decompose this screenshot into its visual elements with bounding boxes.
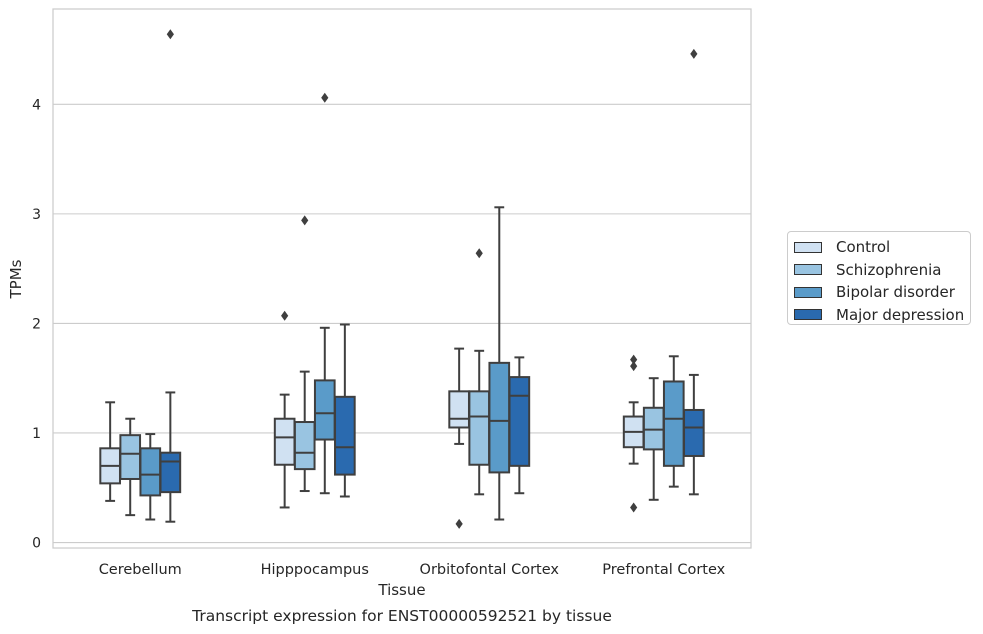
box-control xyxy=(622,401,645,465)
legend-item: Schizophrenia xyxy=(794,259,970,282)
outlier-point xyxy=(281,310,289,321)
chart-title: Transcript expression for ENST0000059252… xyxy=(191,607,612,625)
box-bipolar-disorder xyxy=(662,355,685,488)
legend-label: Major depression xyxy=(836,305,965,324)
outlier-point xyxy=(630,361,638,372)
box-schizophrenia xyxy=(468,349,491,496)
legend-swatch xyxy=(794,264,822,276)
legend-label: Control xyxy=(836,238,891,257)
box-control xyxy=(99,401,121,502)
box-iqr xyxy=(508,376,531,467)
outlier-point xyxy=(321,92,329,103)
y-tick-labels: 0 1 2 3 4 xyxy=(32,97,41,551)
outlier-point xyxy=(690,48,698,59)
box-iqr xyxy=(313,379,336,441)
box-schizophrenia xyxy=(119,417,142,517)
x-tick-labels: Cerebellum Hipppocampus Orbitofontal Corte… xyxy=(99,562,726,578)
y-tick-label: 0 xyxy=(32,536,41,552)
legend-swatch xyxy=(794,309,822,321)
y-tick-label: 4 xyxy=(32,97,41,113)
outlier-point xyxy=(630,354,638,365)
outlier-point xyxy=(630,502,638,513)
box-schizophrenia xyxy=(293,370,316,493)
box-iqr xyxy=(334,395,356,476)
box-major-depression xyxy=(159,391,182,523)
legend-label: Bipolar disorder xyxy=(836,283,955,302)
x-tick-label: Cerebellum xyxy=(99,562,182,578)
y-tick-label: 3 xyxy=(32,207,41,223)
box-major-depression xyxy=(683,373,705,496)
y-tick-label: 2 xyxy=(32,316,41,332)
box-control xyxy=(448,347,470,445)
y-axis-label: TPMs xyxy=(7,259,25,299)
x-axis-label: Tissue xyxy=(377,581,425,599)
legend-swatch xyxy=(794,241,822,253)
x-tick-label: Orbitofontal Cortex xyxy=(420,562,560,578)
outliers xyxy=(166,29,698,529)
box-schizophrenia xyxy=(642,377,665,501)
boxes xyxy=(99,206,705,523)
legend-swatch xyxy=(794,286,822,298)
box-iqr xyxy=(159,451,182,494)
box-iqr xyxy=(139,447,162,497)
legend-label: Schizophrenia xyxy=(836,260,942,279)
y-tick-label: 1 xyxy=(32,426,41,442)
legend-item: Bipolar disorder xyxy=(794,281,970,304)
box-iqr xyxy=(488,361,511,474)
legend-item: Major depression xyxy=(794,304,970,327)
box-iqr xyxy=(662,380,685,467)
box-major-depression xyxy=(334,323,356,498)
legend: Control Schizophrenia Bipolar disorder Majo… xyxy=(787,231,971,325)
x-tick-label: Prefrontal Cortex xyxy=(602,562,725,578)
legend-item: Control xyxy=(794,236,970,259)
outlier-point xyxy=(455,518,463,529)
box-bipolar-disorder xyxy=(313,326,336,495)
box-bipolar-disorder xyxy=(139,433,162,521)
box-control xyxy=(273,393,296,509)
box-bipolar-disorder xyxy=(488,206,511,521)
box-major-depression xyxy=(508,356,531,495)
box-iqr xyxy=(273,417,296,466)
box-iqr xyxy=(642,406,665,451)
outlier-point xyxy=(475,248,483,259)
box-iqr xyxy=(119,434,142,480)
box-iqr xyxy=(448,390,470,429)
outlier-point xyxy=(301,215,309,226)
box-iqr xyxy=(293,421,316,471)
x-tick-label: Hipppocampus xyxy=(261,562,369,578)
outlier-point xyxy=(166,29,174,40)
box-iqr xyxy=(683,408,705,457)
box-iqr xyxy=(468,390,491,466)
plot-frame xyxy=(52,8,752,549)
